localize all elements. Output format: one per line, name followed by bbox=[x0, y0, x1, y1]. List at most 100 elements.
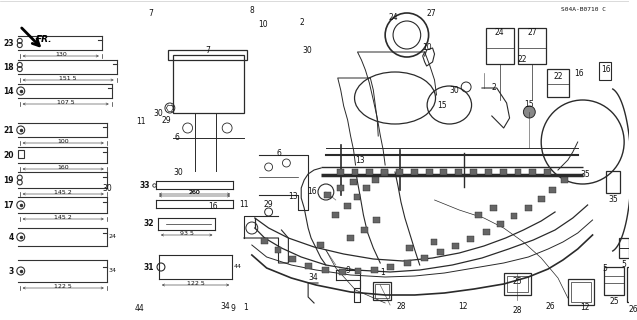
Text: 6: 6 bbox=[276, 149, 281, 158]
Text: 16: 16 bbox=[574, 69, 583, 78]
Bar bbox=[361, 227, 368, 233]
Text: 9: 9 bbox=[345, 266, 350, 275]
Bar bbox=[627, 267, 637, 302]
Text: 21: 21 bbox=[3, 125, 14, 134]
Text: 29: 29 bbox=[162, 116, 171, 124]
Text: 14: 14 bbox=[3, 86, 14, 95]
Bar bbox=[322, 267, 329, 273]
Text: 3: 3 bbox=[8, 267, 14, 276]
Bar bbox=[381, 169, 388, 175]
Bar bbox=[366, 169, 373, 175]
Bar bbox=[275, 247, 282, 253]
Text: 29: 29 bbox=[264, 200, 273, 209]
Bar bbox=[486, 28, 513, 64]
Text: 15: 15 bbox=[524, 100, 534, 109]
Text: 19: 19 bbox=[3, 175, 14, 185]
Bar bbox=[499, 169, 506, 175]
Text: 26: 26 bbox=[546, 302, 555, 311]
Bar bbox=[538, 196, 545, 202]
Text: 151 5: 151 5 bbox=[59, 76, 77, 81]
Bar bbox=[261, 238, 268, 244]
Text: 30: 30 bbox=[174, 168, 183, 177]
Bar bbox=[511, 213, 517, 219]
Bar bbox=[373, 282, 391, 300]
Text: 30: 30 bbox=[450, 85, 459, 94]
Text: 25: 25 bbox=[610, 297, 619, 306]
Bar bbox=[526, 205, 533, 211]
Bar bbox=[438, 249, 445, 255]
Text: 145 2: 145 2 bbox=[54, 190, 72, 195]
Text: 23: 23 bbox=[3, 38, 14, 47]
Bar bbox=[547, 69, 569, 97]
Text: 26: 26 bbox=[628, 305, 637, 314]
Text: 93 5: 93 5 bbox=[180, 231, 194, 236]
Text: 18: 18 bbox=[3, 62, 14, 71]
Text: 11: 11 bbox=[239, 200, 248, 209]
Bar bbox=[606, 171, 620, 193]
Bar bbox=[490, 205, 497, 211]
Bar bbox=[173, 55, 244, 113]
Bar bbox=[332, 212, 339, 218]
Bar bbox=[475, 212, 482, 218]
Bar bbox=[485, 169, 492, 175]
Text: 27: 27 bbox=[427, 9, 436, 18]
Text: 2: 2 bbox=[491, 83, 496, 92]
Bar bbox=[571, 282, 590, 302]
Text: FR.: FR. bbox=[36, 35, 52, 44]
Bar bbox=[352, 169, 359, 175]
Text: 27: 27 bbox=[527, 28, 537, 37]
Text: 30: 30 bbox=[153, 108, 163, 117]
Circle shape bbox=[524, 106, 535, 118]
Text: 22: 22 bbox=[553, 72, 562, 81]
Polygon shape bbox=[14, 23, 47, 56]
Text: 122 5: 122 5 bbox=[54, 284, 72, 289]
Bar bbox=[18, 150, 24, 158]
Text: 22: 22 bbox=[517, 55, 527, 64]
Text: 1: 1 bbox=[243, 303, 248, 312]
Bar bbox=[404, 260, 411, 266]
Text: 16: 16 bbox=[307, 188, 317, 196]
Text: 35: 35 bbox=[608, 195, 618, 204]
Bar bbox=[452, 243, 459, 249]
Bar bbox=[305, 263, 312, 269]
Bar bbox=[506, 276, 528, 292]
Text: 122 5: 122 5 bbox=[187, 281, 204, 286]
Text: 12: 12 bbox=[581, 302, 590, 311]
Bar bbox=[373, 217, 380, 223]
Text: 8: 8 bbox=[249, 6, 254, 15]
Bar bbox=[371, 267, 378, 273]
Text: 260: 260 bbox=[189, 190, 201, 195]
Text: 16: 16 bbox=[208, 202, 217, 211]
Text: 9: 9 bbox=[231, 304, 235, 313]
Text: 12: 12 bbox=[458, 302, 468, 311]
Bar bbox=[455, 169, 462, 175]
Bar bbox=[426, 169, 433, 175]
Bar bbox=[406, 245, 413, 251]
Text: 6: 6 bbox=[175, 133, 180, 142]
Bar bbox=[337, 185, 344, 191]
Text: 10: 10 bbox=[258, 20, 268, 29]
Bar bbox=[467, 236, 474, 242]
Text: 7: 7 bbox=[205, 46, 210, 55]
Text: 2: 2 bbox=[299, 18, 304, 27]
Bar bbox=[568, 279, 594, 305]
Text: 13: 13 bbox=[355, 156, 365, 164]
Bar bbox=[529, 169, 536, 175]
Text: 30: 30 bbox=[302, 46, 312, 55]
Bar bbox=[515, 169, 522, 175]
Text: 33: 33 bbox=[140, 180, 150, 189]
Bar bbox=[387, 264, 394, 270]
Text: S04A-B0710 C: S04A-B0710 C bbox=[561, 7, 606, 12]
Bar bbox=[619, 238, 629, 258]
Text: 28: 28 bbox=[397, 302, 406, 311]
Text: 107 5: 107 5 bbox=[57, 100, 75, 105]
Text: 44: 44 bbox=[234, 265, 242, 269]
Text: 20: 20 bbox=[3, 150, 14, 159]
Text: 30: 30 bbox=[102, 184, 112, 193]
Bar bbox=[347, 235, 354, 241]
Bar bbox=[605, 267, 624, 295]
Text: 1: 1 bbox=[380, 268, 385, 277]
Bar bbox=[599, 62, 612, 80]
Text: 34: 34 bbox=[308, 273, 318, 282]
Bar bbox=[483, 229, 490, 235]
